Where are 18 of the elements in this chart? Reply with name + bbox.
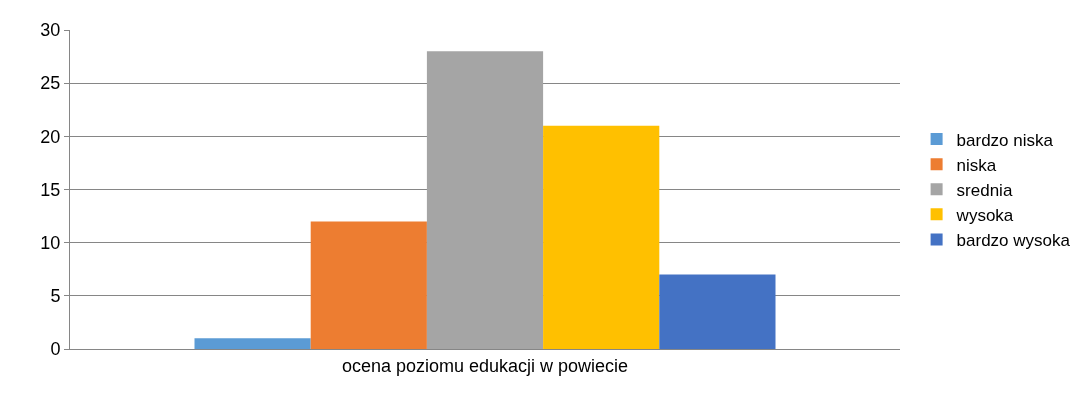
y-tick-label: 30 [40, 20, 61, 41]
y-tick-label: 5 [50, 286, 61, 307]
y-tick-label: 20 [40, 126, 61, 147]
bar [194, 338, 311, 349]
legend-label: wysoka [955, 205, 1014, 225]
y-tick-label: 0 [50, 339, 61, 360]
y-tick-label: 25 [40, 73, 61, 94]
legend-label: niska [956, 155, 997, 175]
x-tick-label: ocena poziomu edukacji w powiecie [341, 355, 629, 376]
legend-label: bardzo niska [956, 130, 1054, 150]
bar [426, 51, 544, 349]
bar [543, 125, 660, 349]
y-tick-label: 15 [40, 179, 61, 200]
y-tick-label: 10 [40, 232, 61, 253]
bar [310, 221, 427, 349]
bar [659, 274, 776, 349]
legend-label: srednia [956, 180, 1013, 200]
legend-label: bardzo wysoka [956, 231, 1071, 251]
